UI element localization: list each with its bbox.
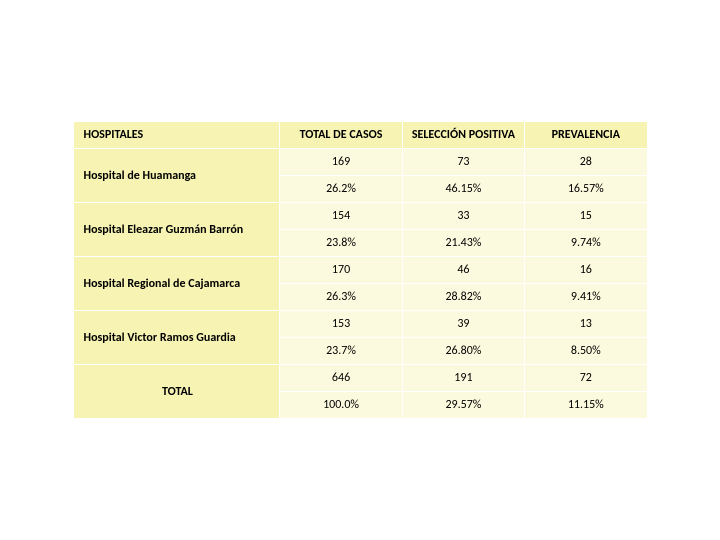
hospital-name: Hospital Eleazar Guzmán Barrón [73, 203, 280, 257]
cell-value: 13 [525, 311, 647, 338]
table-row: TOTAL 646 191 72 [73, 365, 647, 392]
cell-value: 26.2% [280, 176, 402, 203]
hospitals-table-container: HOSPITALES TOTAL DE CASOS SELECCIÓN POSI… [73, 121, 648, 419]
table-row: Hospital de Huamanga 169 73 28 [73, 149, 647, 176]
cell-value: 46.15% [402, 176, 524, 203]
cell-value: 646 [280, 365, 402, 392]
hospital-name: Hospital Victor Ramos Guardia [73, 311, 280, 365]
cell-value: 23.7% [280, 338, 402, 365]
cell-value: 39 [402, 311, 524, 338]
hospital-name: Hospital de Huamanga [73, 149, 280, 203]
cell-value: 28.82% [402, 284, 524, 311]
cell-value: 170 [280, 257, 402, 284]
cell-value: 16 [525, 257, 647, 284]
table-body: Hospital de Huamanga 169 73 28 26.2% 46.… [73, 149, 647, 419]
table-row: Hospital Regional de Cajamarca 170 46 16 [73, 257, 647, 284]
cell-value: 169 [280, 149, 402, 176]
cell-value: 26.80% [402, 338, 524, 365]
col-header-total-casos: TOTAL DE CASOS [280, 122, 402, 149]
cell-value: 154 [280, 203, 402, 230]
header-row: HOSPITALES TOTAL DE CASOS SELECCIÓN POSI… [73, 122, 647, 149]
cell-value: 153 [280, 311, 402, 338]
cell-value: 9.41% [525, 284, 647, 311]
table-row: Hospital Victor Ramos Guardia 153 39 13 [73, 311, 647, 338]
cell-value: 28 [525, 149, 647, 176]
cell-value: 23.8% [280, 230, 402, 257]
cell-value: 8.50% [525, 338, 647, 365]
cell-value: 26.3% [280, 284, 402, 311]
cell-value: 16.57% [525, 176, 647, 203]
table-row: Hospital Eleazar Guzmán Barrón 154 33 15 [73, 203, 647, 230]
col-header-prevalencia: PREVALENCIA [525, 122, 647, 149]
col-header-seleccion-positiva: SELECCIÓN POSITIVA [402, 122, 524, 149]
cell-value: 9.74% [525, 230, 647, 257]
total-label: TOTAL [73, 365, 280, 419]
col-header-hospitales: HOSPITALES [73, 122, 280, 149]
cell-value: 72 [525, 365, 647, 392]
cell-value: 46 [402, 257, 524, 284]
cell-value: 73 [402, 149, 524, 176]
cell-value: 11.15% [525, 392, 647, 419]
hospitals-table: HOSPITALES TOTAL DE CASOS SELECCIÓN POSI… [73, 121, 648, 419]
cell-value: 21.43% [402, 230, 524, 257]
cell-value: 33 [402, 203, 524, 230]
cell-value: 191 [402, 365, 524, 392]
hospital-name: Hospital Regional de Cajamarca [73, 257, 280, 311]
cell-value: 15 [525, 203, 647, 230]
cell-value: 100.0% [280, 392, 402, 419]
cell-value: 29.57% [402, 392, 524, 419]
